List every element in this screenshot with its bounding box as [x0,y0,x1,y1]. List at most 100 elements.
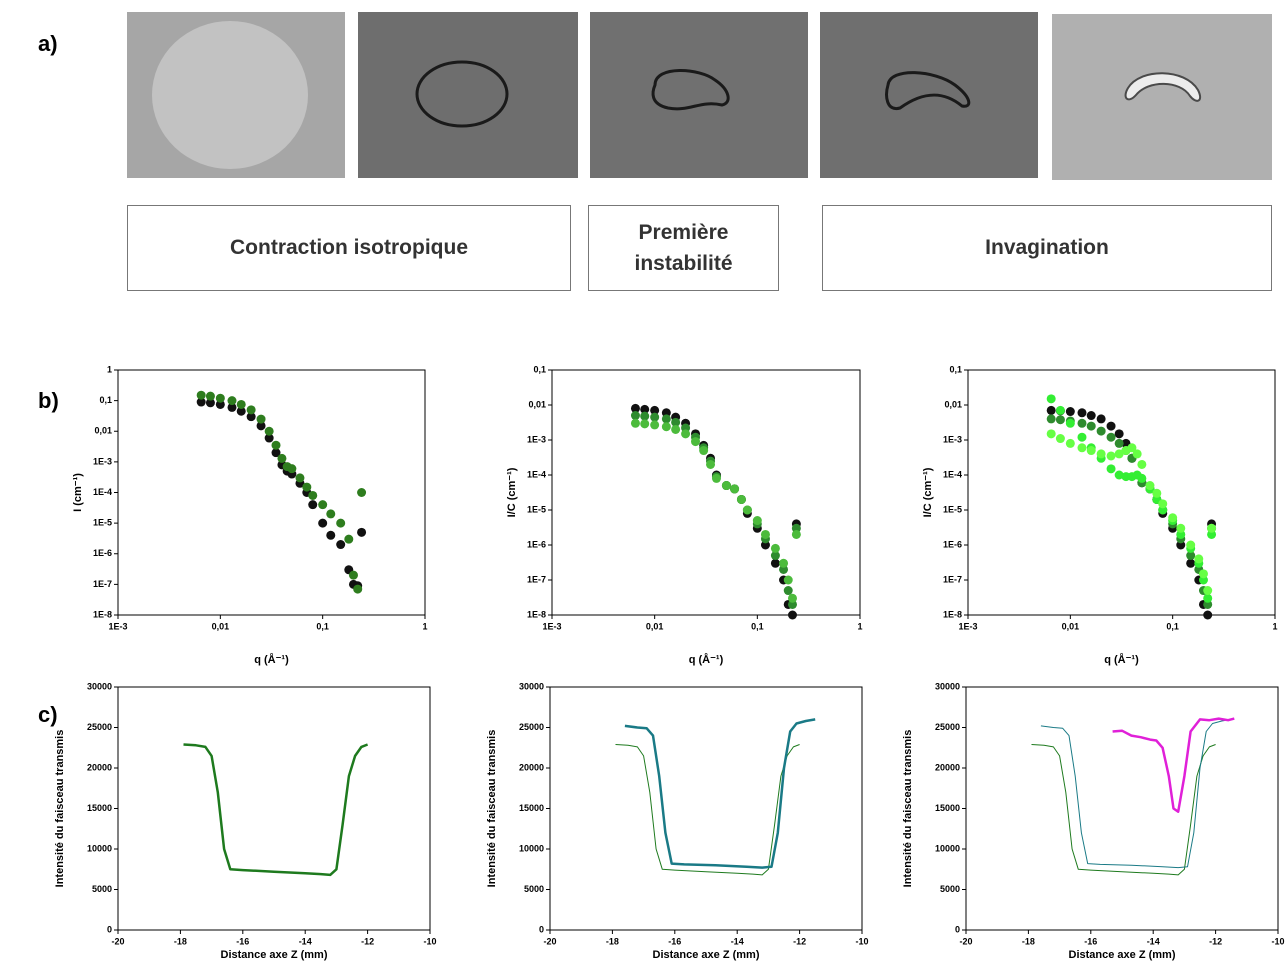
data-point [783,586,793,596]
data-point [1096,414,1106,424]
data-point [196,390,206,400]
data-point [227,396,237,406]
data-point [1106,451,1116,461]
data-point [1046,394,1056,404]
x-tick-label: -18 [606,936,619,946]
x-tick-label: -16 [668,936,681,946]
data-point [227,402,237,412]
x-tick-label: -20 [543,936,556,946]
y-tick-label: 1E-4 [527,469,546,479]
data-line [1040,718,1232,869]
plot-frame [965,686,1279,931]
data-point [752,516,762,526]
data-point [353,584,363,594]
data-point [661,422,671,432]
x-tick-label: 1E-3 [542,621,561,631]
data-point [271,440,281,450]
data-point [308,490,318,500]
y-tick-label: 0 [955,924,960,934]
data-point [236,406,246,416]
plot-frame [967,369,1276,616]
data-point [287,464,297,474]
y-tick-label: 10000 [935,843,960,853]
x-tick-label: -16 [236,936,249,946]
data-point [205,391,215,401]
data-point [1198,569,1208,579]
x-tick-label: -20 [959,936,972,946]
data-point [336,540,346,550]
y-tick-label: 0,01 [94,426,112,436]
data-point [1207,523,1217,533]
data-point [671,424,681,434]
data-point [1114,438,1124,448]
x-tick-label: -14 [299,936,312,946]
y-tick-label: 30000 [519,681,544,691]
data-line [1112,717,1235,813]
data-point [205,398,215,408]
data-point [318,500,328,510]
x-tick-label: 1 [1272,621,1277,631]
micrograph [127,12,345,178]
data-point [1046,405,1056,415]
y-axis-label: I/C (cm⁻¹) [922,467,934,517]
x-tick-label: 1 [422,621,427,631]
data-point [640,404,650,414]
data-point [1096,449,1106,459]
data-point [1086,446,1096,456]
data-point [1158,505,1168,515]
y-tick-label: 10000 [87,843,112,853]
data-point [661,414,671,424]
stage-box: Contraction isotropique [127,205,571,291]
y-tick-label: 15000 [519,803,544,813]
data-point [215,399,225,409]
y-tick-label: 1E-6 [527,539,546,549]
y-tick-label: 1E-3 [93,456,112,466]
y-axis-label: I (cm⁻¹) [72,473,84,512]
data-point [277,453,287,463]
data-point [630,411,640,421]
data-point [671,417,681,427]
data-point [1077,432,1087,442]
data-point [336,518,346,528]
data-point [706,459,716,469]
data-point [1046,429,1056,439]
data-point [1065,407,1075,417]
data-point [271,448,281,458]
stage-box: Première instabilité [588,205,779,291]
y-tick-label: 0 [539,924,544,934]
data-point [1145,481,1155,491]
data-point [264,433,274,443]
data-point [1046,414,1056,424]
x-tick-label: 0,01 [646,621,664,631]
x-tick-label: -18 [174,936,187,946]
y-tick-label: 1E-5 [527,504,546,514]
data-point [1203,586,1213,596]
y-tick-label: 0 [107,924,112,934]
x-tick-label: -16 [1084,936,1097,946]
data-point [1114,470,1124,480]
y-tick-label: 1E-7 [943,574,962,584]
data-point [1203,599,1213,609]
y-tick-label: 15000 [87,803,112,813]
data-point [236,399,246,409]
x-tick-label: -10 [1271,936,1284,946]
x-tick-label: -14 [1147,936,1160,946]
data-point [640,411,650,421]
x-axis-label: q (Å⁻¹) [254,653,289,666]
x-tick-label: -12 [793,936,806,946]
y-tick-label: 20000 [935,762,960,772]
data-point [1077,418,1087,428]
y-tick-label: 25000 [519,722,544,732]
y-tick-label: 30000 [87,681,112,691]
data-point [357,527,367,537]
data-point [650,420,660,430]
y-tick-label: 10000 [519,843,544,853]
data-point [650,412,660,422]
data-point [1065,438,1075,448]
data-point [1186,540,1196,550]
micrograph [590,12,808,178]
x-tick-label: 0,01 [1062,621,1080,631]
data-point [770,558,780,568]
